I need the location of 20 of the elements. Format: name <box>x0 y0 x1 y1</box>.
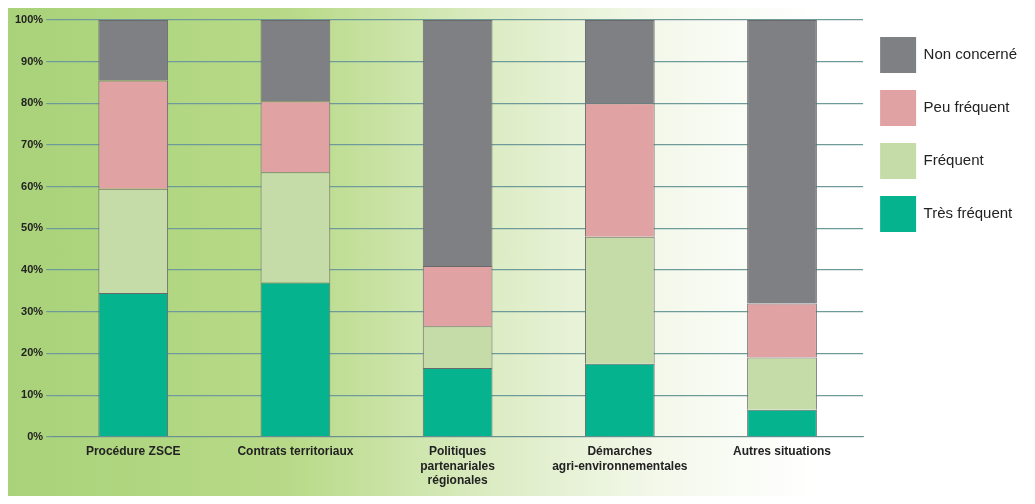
legend-label: Non concerné <box>923 45 1018 63</box>
y-tick-label: 30% <box>21 304 44 317</box>
y-tick-label: 100% <box>14 13 44 26</box>
y-tick-label: 0% <box>27 429 44 442</box>
legend-label: Peu fréquent <box>923 98 1011 116</box>
legend-label: Fréquent <box>923 151 985 169</box>
y-tick-label: 20% <box>21 346 44 359</box>
x-tick-label: Démarches agri-environnementales <box>552 444 688 473</box>
x-tick-label: Autres situations <box>733 444 832 459</box>
x-tick-label: Politiques partenariales régionales <box>420 444 496 488</box>
y-tick-label: 70% <box>21 138 44 151</box>
x-tick-label: Contrats territoriaux <box>237 444 354 459</box>
y-tick-label: 40% <box>21 263 44 276</box>
x-tick-label: Procédure ZSCE <box>85 444 181 459</box>
y-tick-label: 50% <box>21 221 44 234</box>
y-tick-label: 80% <box>21 96 44 109</box>
legend-label: Très fréquent <box>923 204 1014 222</box>
y-tick-label: 90% <box>21 54 44 67</box>
y-tick-label: 60% <box>21 179 44 192</box>
y-tick-label: 10% <box>21 388 44 401</box>
